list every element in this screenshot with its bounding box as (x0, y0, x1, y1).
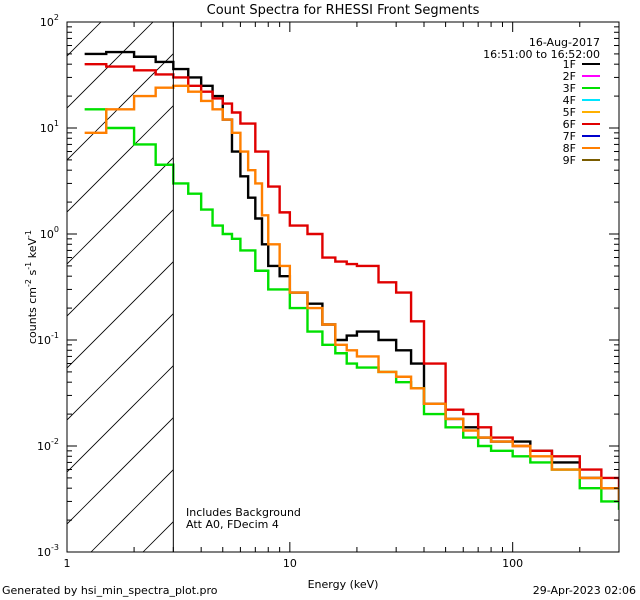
y-tick-label: 101 (40, 119, 59, 135)
chart-date: 16-Aug-2017 (529, 36, 600, 49)
plot-frame (66, 21, 620, 553)
legend-label-3F: 3F (563, 82, 576, 95)
hatch-line (455, 0, 640, 552)
y-tick-label: 102 (40, 13, 59, 29)
y-label-exp3: -1 (24, 230, 33, 238)
annotation-background: Includes Background (186, 506, 301, 519)
hatch-line (67, 261, 174, 369)
footer-generated-by: Generated by hsi_min_spectra_plot.pro (2, 584, 218, 597)
series-line-8F (84, 84, 619, 502)
series-line-3F (84, 108, 619, 510)
hatch-lines (0, 0, 640, 552)
y-label-main: counts cm (26, 287, 39, 344)
legend-label-7F: 7F (563, 130, 576, 143)
hatch-line (67, 209, 174, 317)
legend-label-9F: 9F (563, 154, 576, 167)
annotation-attenuator: Att A0, FDecim 4 (186, 518, 279, 531)
x-tick-label: 1 (64, 557, 71, 570)
hatch-line (67, 417, 174, 525)
legend-label-8F: 8F (563, 142, 576, 155)
y-axis-label: counts cm-2 s-1 keV-1 (24, 230, 39, 344)
hatched-region (0, 0, 640, 552)
y-tick-label: 10-1 (37, 331, 59, 347)
hatch-line (67, 157, 174, 265)
y-label-exp2: -1 (24, 262, 33, 270)
chart-title: Count Spectra for RHESSI Front Segments (207, 3, 480, 18)
legend-label-1F: 1F (563, 58, 576, 71)
series-layer (84, 50, 619, 510)
legend-label-5F: 5F (563, 106, 576, 119)
chart-time-range: 16:51:00 to 16:52:00 (483, 48, 600, 61)
legend-label-6F: 6F (563, 118, 576, 131)
series-line-1F (84, 50, 619, 502)
x-tick-label: 10 (283, 557, 297, 570)
y-label-end: keV (26, 238, 39, 262)
footer-timestamp: 29-Apr-2023 02:06 (533, 584, 636, 597)
hatch-line (0, 0, 119, 552)
legend-label-4F: 4F (563, 94, 576, 107)
y-tick-label: 10-2 (37, 437, 59, 453)
hatch-line (67, 105, 174, 213)
y-label-mid: s (26, 269, 39, 278)
hatch-line (67, 365, 174, 473)
y-tick-label: 100 (40, 225, 59, 241)
x-tick-label: 100 (502, 557, 523, 570)
hatch-line (67, 22, 102, 57)
y-label-exp1: -2 (24, 279, 33, 287)
y-tick-label: 10-3 (37, 543, 59, 559)
axis-ticks: 1 10 100 10-3 10-2 10-1 100 101 102 (37, 13, 620, 570)
hatch-line (403, 0, 640, 552)
series-line-6F (84, 62, 619, 489)
x-axis-label: Energy (keV) (308, 578, 379, 591)
hatch-line (67, 53, 174, 161)
legend-label-2F: 2F (563, 70, 576, 83)
